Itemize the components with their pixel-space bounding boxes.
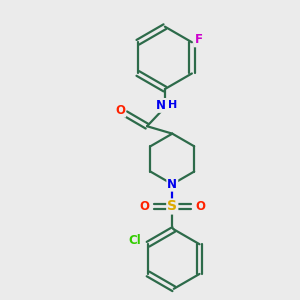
Text: N: N: [167, 178, 177, 191]
Text: Cl: Cl: [128, 234, 141, 247]
Text: F: F: [194, 33, 202, 46]
Text: N: N: [156, 99, 166, 112]
Text: O: O: [196, 200, 206, 213]
Text: O: O: [115, 104, 125, 117]
Text: H: H: [168, 100, 177, 110]
Text: S: S: [167, 200, 177, 214]
Text: O: O: [139, 200, 149, 213]
